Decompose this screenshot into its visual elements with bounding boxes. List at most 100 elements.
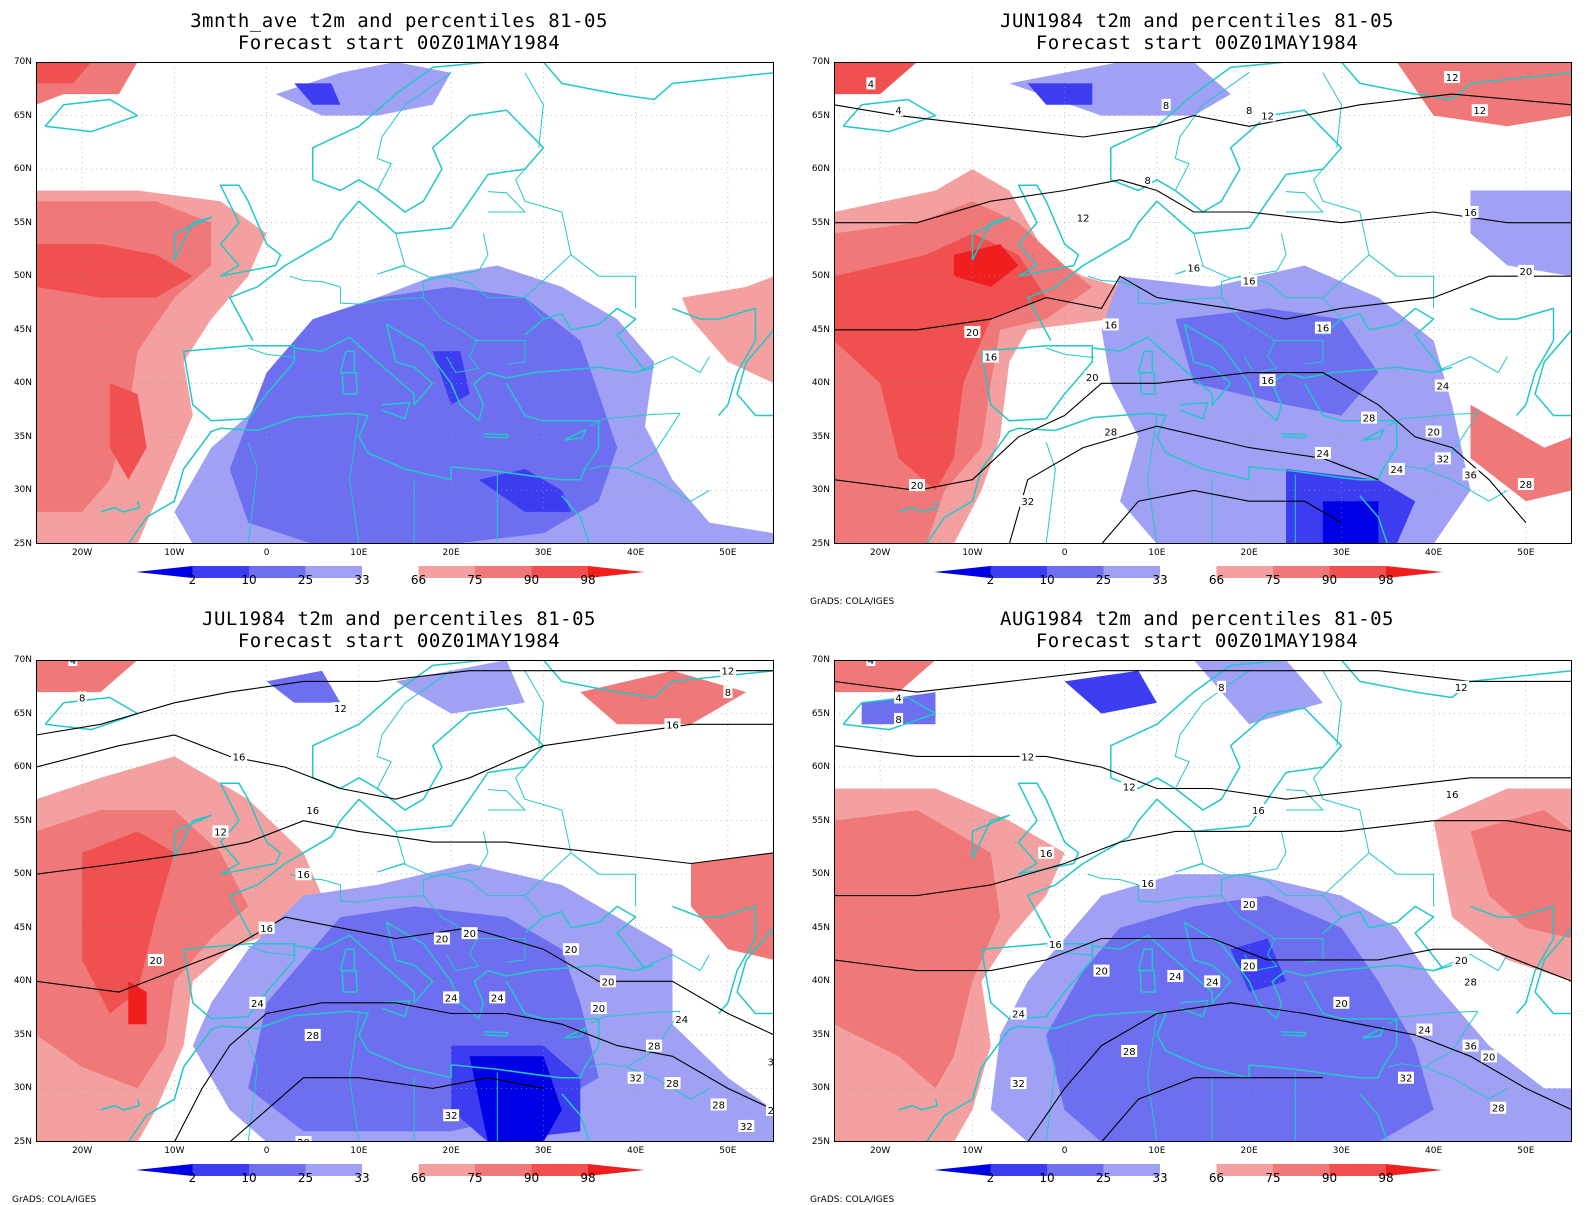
lat-label: 60N [811,762,830,773]
contour-label: 16 [297,870,310,881]
colorbar-label: 75 [467,1171,483,1185]
colorbar-label: 75 [467,573,483,587]
contour-label: 20 [966,328,979,339]
contour-label: 16 [666,720,679,731]
border-line [1221,895,1278,972]
contour-label: 16 [1446,790,1459,801]
map-area [36,62,774,544]
border-line [1175,831,1287,877]
colorbar-graphic [136,1164,645,1176]
contour-label-bg [964,325,981,338]
contour-label-bg [461,927,478,940]
contour-label-bg [295,868,312,881]
isotherm-line [834,745,1572,800]
coastline [381,401,411,420]
contour-label-bg [627,1071,644,1084]
contour-label-bg [766,1055,774,1068]
border-line [1424,1066,1508,1100]
panel-title: AUG1984 t2m and percentiles 81-05 [1000,608,1394,630]
contour-label: 32 [1012,1079,1025,1090]
coastline [1362,428,1385,441]
contour-label: 20 [592,1004,605,1015]
contour-label-bg [1259,109,1276,122]
contour-label-bg [866,77,876,90]
colorbar-label: 90 [1321,1171,1338,1185]
contour-label: 16 [306,806,319,817]
colorbar-graphic [934,1164,1443,1176]
lat-label: 70N [811,655,830,665]
coastline [182,345,296,422]
percentile-shade [834,660,936,693]
colorbar-swatch [305,566,362,578]
contour-label-bg [1038,846,1055,859]
contour-label: 24 [1317,449,1330,460]
contour-label: 12 [1077,213,1090,224]
colorbar-label: 10 [1039,573,1055,587]
contour-label-bg [77,691,87,704]
contour-label: 8 [1246,106,1252,117]
contour-label-bg [664,718,681,731]
lon-label: 10E [350,1146,368,1156]
isotherm-line [1101,489,1342,544]
colorbar-swatch [362,1164,419,1176]
colorbar-swatch [1273,1164,1330,1176]
grads-credit: GrADS: COLA/IGES [12,1195,97,1205]
contour-label-bg [1517,478,1534,491]
coastline [294,921,655,1020]
panel-jul1984: JUL1984 t2m and percentiles 81-05 Foreca… [0,598,798,1205]
border-line [1137,275,1342,320]
contour-label: 8 [895,715,901,726]
lat-label: 70N [13,57,32,67]
lat-label: 45N [811,922,830,933]
border-line [1433,356,1508,374]
contour-label-bg [1204,975,1221,988]
contour-label-bg [433,932,450,945]
contour-label-bg [1397,1071,1414,1084]
percentile-shade [36,62,92,84]
border-line [524,254,637,309]
coastline [1092,323,1453,422]
coastline [44,98,139,133]
coastline [1470,905,1555,1014]
colorbar-label: 25 [1095,573,1112,587]
lat-label: 70N [811,57,830,67]
contour-label-bg [1314,446,1331,459]
lat-label: 40N [811,976,830,987]
colorbar-swatch [1047,1164,1104,1176]
border-line [1221,297,1278,374]
contour-label-bg [489,991,506,1004]
contour-label: 20 [463,929,476,940]
contour-label: 20 [1243,961,1256,972]
colorbar-swatch [418,566,475,578]
contour-label: 16 [1261,376,1274,387]
lat-label: 65N [13,708,32,719]
contour-label-bg [1185,261,1202,274]
contour-label: 16 [1252,806,1265,817]
border-line [1322,852,1435,907]
contour-label-bg [738,1119,755,1132]
colorbar-label: 33 [1152,1171,1168,1185]
isotherm-line [1027,1002,1572,1142]
lon-label: 40E [1425,548,1443,558]
lat-label: 60N [13,762,32,773]
contour-label: 24 [491,993,504,1004]
coastline [219,782,282,875]
lon-label: 0 [1061,548,1068,558]
colorbar-swatch [418,1164,475,1176]
colorbar-graphic [136,566,645,578]
contour-label-bg [1075,211,1092,224]
colorbar-label: 90 [523,1171,540,1185]
contour-label: 16 [984,353,997,364]
percentile-shade [1470,810,1572,939]
contour-label-bg [1314,321,1331,334]
lat-label: 30N [13,1083,32,1094]
contour-label: 24 [675,1015,688,1026]
colorbar-swatch [249,1164,306,1176]
border-line [478,474,498,544]
coastline [1470,307,1555,416]
colorbar-swatch [192,566,249,578]
contour-label-bg [1241,959,1258,972]
border-line [423,297,480,374]
coastline [341,969,358,993]
border-line [478,1072,498,1142]
